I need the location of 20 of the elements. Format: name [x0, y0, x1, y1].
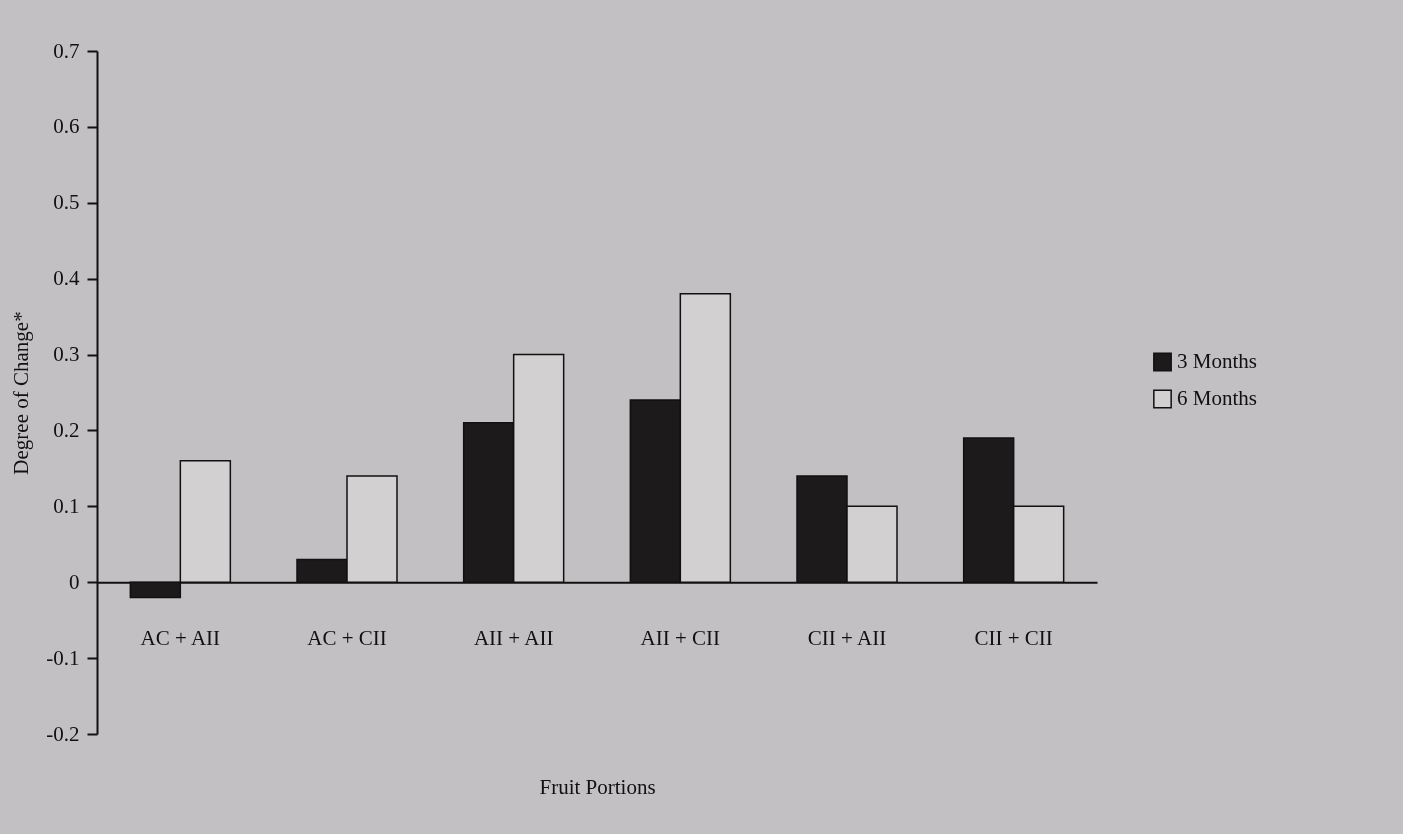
y-tick-label: 0.6 — [53, 114, 80, 139]
y-tick-label: -0.1 — [46, 645, 80, 670]
x-tick-label: AII + AII — [473, 625, 554, 650]
y-tick-label: 0 — [69, 569, 80, 594]
y-tick-label: 0.7 — [53, 38, 80, 63]
x-tick-label: AC + CII — [307, 625, 387, 650]
y-tick-label: 0.1 — [53, 493, 80, 518]
y-axis-title: Degree of Change* — [9, 311, 34, 475]
y-tick-label: -0.2 — [46, 721, 80, 746]
y-tick-label: 0.4 — [53, 266, 80, 291]
y-tick-label: 0.2 — [53, 417, 80, 442]
x-tick-label: CII + CII — [974, 625, 1053, 650]
y-tick-label: 0.5 — [53, 190, 80, 215]
y-tick-label: 0.3 — [53, 342, 80, 367]
legend-label: 3 Months — [1177, 349, 1257, 374]
x-tick-label: CII + AII — [807, 625, 887, 650]
legend-label: 6 Months — [1177, 386, 1257, 411]
x-tick-label: AC + AII — [140, 625, 221, 650]
x-axis-title: Fruit Portions — [539, 774, 656, 799]
x-tick-label: AII + CII — [640, 625, 721, 650]
